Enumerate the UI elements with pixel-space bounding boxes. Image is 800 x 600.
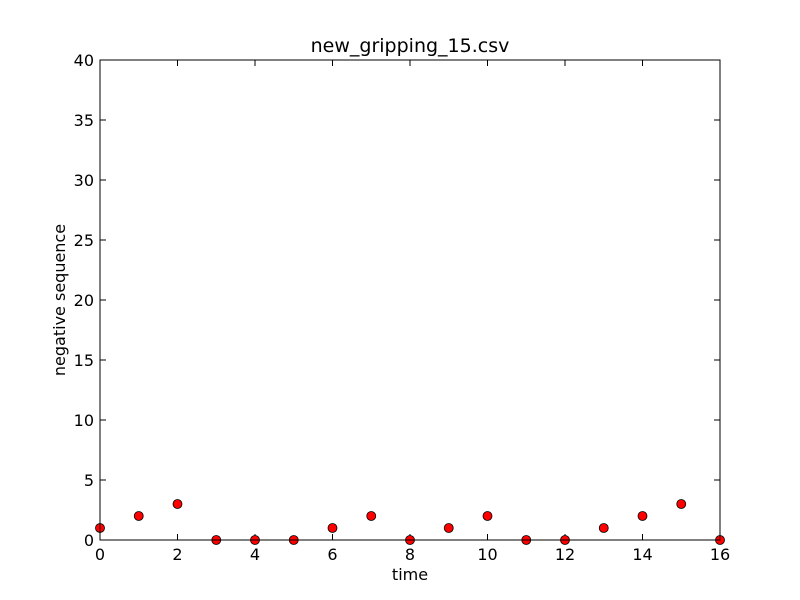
y-tick-label: 15 (74, 351, 94, 370)
x-tick-label: 6 (327, 545, 337, 564)
x-tick-label: 4 (250, 545, 260, 564)
data-point (366, 511, 377, 521)
y-tick-label: 0 (84, 531, 94, 550)
data-point (443, 523, 454, 533)
chart-title: new_gripping_15.csv (311, 35, 510, 57)
data-point (327, 523, 338, 533)
plot-area (100, 60, 720, 540)
y-tick-label: 20 (74, 291, 94, 310)
data-point (637, 511, 648, 521)
y-tick-label: 30 (74, 171, 94, 190)
x-tick-label: 8 (405, 545, 415, 564)
x-axis-label: time (392, 565, 428, 584)
y-tick-label: 35 (74, 111, 94, 130)
data-point (598, 523, 609, 533)
y-tick-label: 10 (74, 411, 94, 430)
x-tick-label: 0 (95, 545, 105, 564)
x-tick-label: 12 (555, 545, 575, 564)
x-tick-label: 10 (477, 545, 497, 564)
y-tick-label: 25 (74, 231, 94, 250)
y-tick-label: 5 (84, 471, 94, 490)
y-axis-label: negative sequence (50, 224, 69, 376)
plot-frame (99, 59, 721, 541)
x-tick-label: 16 (710, 545, 730, 564)
data-point (676, 499, 687, 509)
x-tick-label: 14 (632, 545, 652, 564)
x-tick-label: 2 (172, 545, 182, 564)
data-point (172, 499, 183, 509)
data-point (482, 511, 493, 521)
y-axis-ticks: 0 5 10 15 20 25 30 35 40 (74, 51, 720, 550)
y-tick-label: 40 (74, 51, 94, 70)
data-point (133, 511, 144, 521)
